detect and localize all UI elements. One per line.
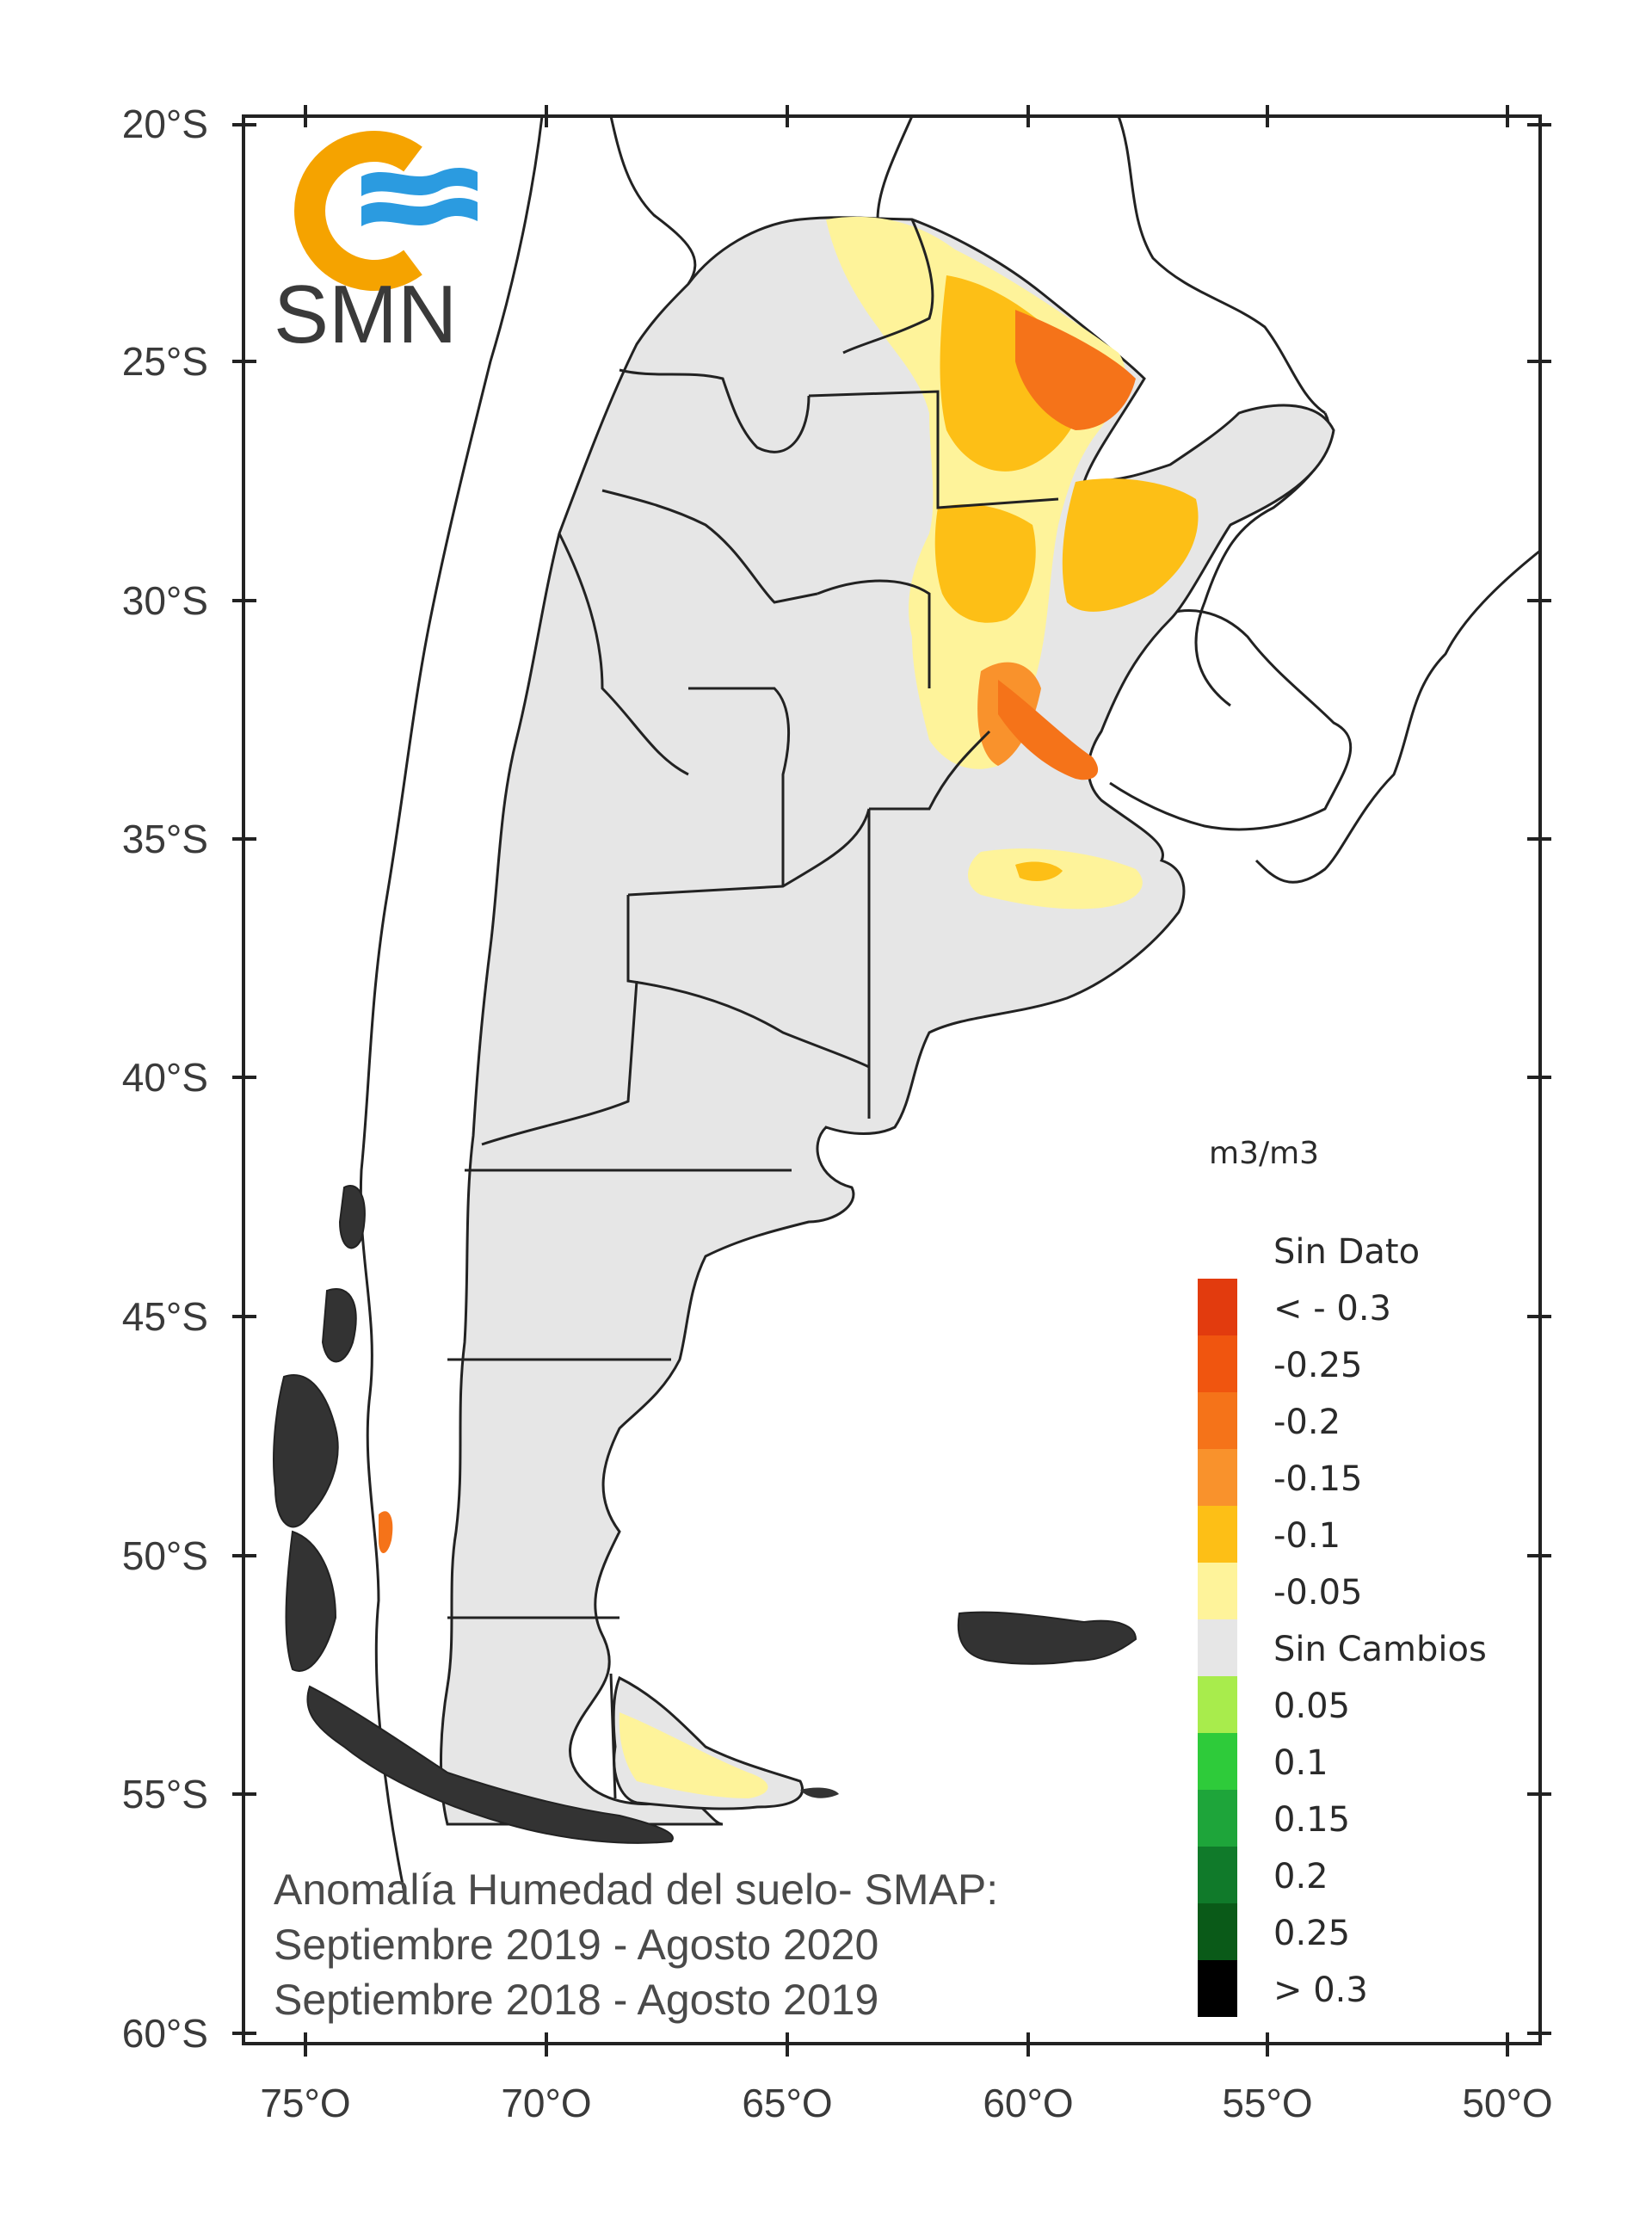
legend-swatch	[1198, 1449, 1237, 1506]
map-caption: Anomalía Humedad del suelo- SMAP: Septie…	[274, 1866, 998, 2024]
legend-unit: m3/m3	[1209, 1136, 1319, 1171]
argentina-land	[440, 216, 1335, 1826]
latitude-labels: 20°S 25°S 30°S 35°S 40°S 45°S 50°S 55°S …	[122, 102, 208, 2056]
lon-label: 60°O	[983, 2081, 1073, 2125]
caption-period-reference: Septiembre 2018 - Agosto 2019	[274, 1976, 878, 2024]
logo-ring-icon	[294, 131, 422, 291]
province-borders	[447, 219, 1059, 1799]
lon-label: 50°O	[1462, 2081, 1552, 2125]
small-island	[800, 1787, 839, 1798]
malvinas-islands	[957, 1611, 1137, 1665]
lat-label: 20°S	[122, 102, 208, 146]
anomaly-regions	[379, 216, 1199, 1798]
logo-text: SMN	[274, 268, 457, 361]
legend-label: < - 0.3	[1273, 1289, 1391, 1329]
legend-swatch	[1198, 1847, 1237, 1903]
lon-label: 70°O	[501, 2081, 591, 2125]
legend-swatch	[1198, 1733, 1237, 1790]
axis-ticks	[232, 105, 1551, 2057]
lat-label: 60°S	[122, 2011, 208, 2056]
legend-label: Sin Dato	[1273, 1232, 1420, 1272]
legend-swatch	[1198, 1335, 1237, 1392]
legend-label: 0.2	[1273, 1857, 1328, 1896]
lat-label: 30°S	[122, 578, 208, 623]
lon-label: 75°O	[260, 2081, 350, 2125]
legend-swatch	[1198, 1790, 1237, 1847]
legend-label: > 0.3	[1273, 1970, 1368, 2010]
legend-label: 0.1	[1273, 1743, 1328, 1783]
legend-swatch	[1198, 1960, 1237, 2017]
lat-label: 45°S	[122, 1294, 208, 1339]
legend-label: 0.05	[1273, 1687, 1350, 1726]
legend-swatch	[1198, 1676, 1237, 1733]
lat-label: 40°S	[122, 1055, 208, 1100]
lon-label: 65°O	[742, 2081, 832, 2125]
logo-wave-icon	[361, 198, 478, 226]
logo-wave-icon	[361, 168, 478, 196]
legend-label: -0.1	[1273, 1516, 1341, 1556]
lon-label: 55°O	[1222, 2081, 1312, 2125]
legend: m3/m3 Sin Dato < - 0.3 -0.25 -0.2 -0.15 …	[1198, 1136, 1487, 2017]
legend-label: 0.15	[1273, 1800, 1350, 1840]
legend-swatch	[1198, 1392, 1237, 1449]
legend-label: -0.15	[1273, 1459, 1363, 1499]
legend-swatch	[1198, 1903, 1237, 1960]
chile-islands	[273, 1185, 674, 1844]
legend-swatch	[1198, 1563, 1237, 1619]
legend-label: -0.25	[1273, 1346, 1363, 1385]
legend-swatch	[1198, 1279, 1237, 1335]
lat-label: 35°S	[122, 817, 208, 861]
lat-label: 50°S	[122, 1533, 208, 1578]
legend-swatch	[1198, 1619, 1237, 1676]
legend-label: 0.25	[1273, 1914, 1350, 1953]
lat-label: 55°S	[122, 1772, 208, 1816]
smn-logo: SMN	[274, 131, 478, 361]
lat-label: 25°S	[122, 339, 208, 384]
longitude-labels: 75°O 70°O 65°O 60°O 55°O 50°O	[260, 2081, 1552, 2125]
caption-period-current: Septiembre 2019 - Agosto 2020	[274, 1921, 878, 1969]
legend-label: -0.2	[1273, 1403, 1341, 1442]
legend-swatch	[1198, 1506, 1237, 1563]
caption-title: Anomalía Humedad del suelo- SMAP:	[274, 1866, 998, 1914]
legend-label: Sin Cambios	[1273, 1630, 1487, 1669]
legend-label: -0.05	[1273, 1573, 1363, 1613]
